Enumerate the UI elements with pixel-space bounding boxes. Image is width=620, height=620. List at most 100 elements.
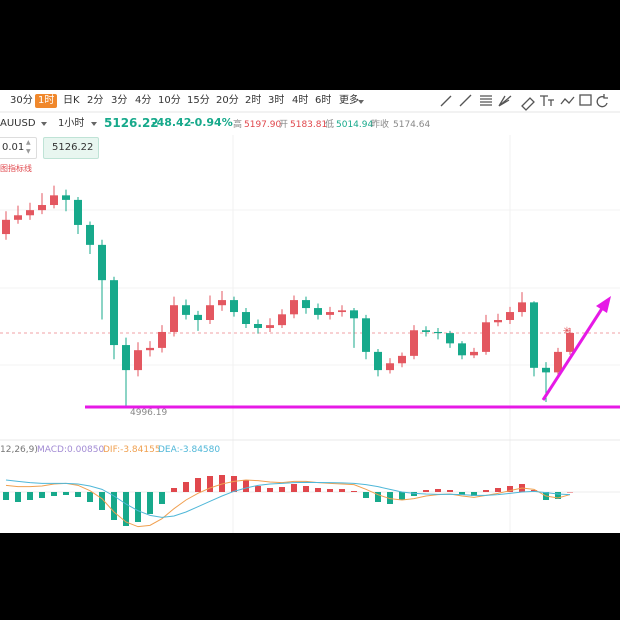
macd-bar: [15, 492, 21, 502]
candle-body: [110, 280, 118, 346]
macd-bar: [39, 492, 45, 498]
candle-body: [446, 333, 454, 344]
interval[interactable]: 10分: [158, 95, 181, 106]
interval[interactable]: 15分: [187, 95, 210, 106]
candle-body: [422, 330, 430, 332]
low-label: 4996.19: [130, 408, 167, 418]
stat-value: 5183.81: [290, 120, 328, 130]
macd-bar: [243, 480, 249, 492]
candle-body: [98, 244, 106, 281]
interval[interactable]: 20分: [216, 95, 239, 106]
candle-body: [362, 318, 370, 352]
dropdown-caret: [91, 122, 97, 126]
macd-bar: [339, 489, 345, 492]
spinner[interactable]: ▲ ▼: [26, 139, 31, 155]
macd-bar: [327, 489, 333, 492]
candle-body: [146, 347, 154, 351]
interval[interactable]: 3分: [111, 95, 128, 106]
candle-body: [482, 322, 490, 352]
marker: ✳: [563, 326, 571, 337]
candle-body: [2, 219, 10, 235]
interval[interactable]: 1时: [35, 94, 58, 108]
interval[interactable]: 2时: [245, 95, 262, 106]
candle-body: [434, 331, 442, 334]
price-value: 5126.22: [52, 142, 94, 153]
interval[interactable]: 4时: [292, 95, 309, 106]
macd-bar: [387, 492, 393, 504]
dea-label: DEA:-3.84580: [158, 445, 221, 455]
macd-bar: [303, 486, 309, 492]
candle-body: [542, 367, 550, 373]
dropdown-caret: [41, 122, 47, 126]
qty-value: 0.01: [2, 142, 25, 153]
macd-bar: [63, 492, 69, 495]
macd-bar: [375, 492, 381, 502]
stat-label: 高: [233, 120, 243, 130]
trading-panel: ✳ 4996.19 30分 1时 日K 2分 3分 4分 10分 15分 20分…: [0, 90, 620, 533]
candle-body: [326, 312, 334, 315]
candle-body: [302, 300, 310, 309]
macd-bar: [87, 492, 93, 502]
candle-body: [242, 312, 250, 324]
candle-body: [470, 351, 478, 356]
macd-bar: [459, 492, 465, 495]
candle-body: [206, 305, 214, 321]
interval[interactable]: 3时: [268, 95, 285, 106]
candle-body: [278, 314, 286, 326]
macd-bar: [75, 492, 81, 497]
stat-label: 昨收: [371, 120, 390, 130]
interval[interactable]: 日K: [63, 95, 80, 106]
macd-bar: [423, 490, 429, 492]
dif-label: DIF:-3.84155: [103, 445, 161, 455]
qty-input[interactable]: 0.01 ▲ ▼: [0, 137, 37, 159]
macd-bar: [507, 486, 513, 492]
interval-select[interactable]: 1小时: [58, 118, 85, 129]
candle-body: [134, 350, 142, 371]
macd-bar: [51, 492, 57, 496]
candle-body: [62, 195, 70, 200]
interval[interactable]: 30分: [10, 95, 33, 106]
macd-bar: [567, 491, 573, 493]
price-button[interactable]: 5126.22: [43, 137, 99, 159]
macd-bar: [435, 489, 441, 492]
interval[interactable]: 2分: [87, 95, 104, 106]
interval[interactable]: 4分: [135, 95, 152, 106]
macd-bar: [3, 492, 9, 500]
macd-bar: [135, 492, 141, 522]
stat-value: 5174.64: [393, 120, 431, 130]
macd-bar: [351, 491, 357, 492]
macd-bar: [195, 478, 201, 492]
candle-body: [266, 325, 274, 328]
candle-body: [554, 351, 562, 373]
candle-body: [158, 331, 166, 348]
dif-line: [5, 479, 571, 528]
macd-bar: [207, 476, 213, 492]
macd-bar: [183, 482, 189, 492]
interval[interactable]: 6时: [315, 95, 332, 106]
dea-line: [5, 479, 571, 518]
candle-body: [86, 224, 94, 245]
macd-bar: [99, 492, 105, 510]
more-button[interactable]: 更多: [339, 95, 359, 106]
macd-bar: [495, 488, 501, 492]
macd-bar: [399, 492, 405, 500]
indicator-hint[interactable]: 图指标线: [0, 164, 32, 173]
candle-body: [374, 351, 382, 371]
macd-bar: [231, 476, 237, 492]
candle-body: [350, 310, 358, 319]
candle-body: [458, 343, 466, 356]
trend-arrow: [541, 306, 605, 401]
candle-body: [566, 332, 574, 352]
candle-body: [338, 310, 346, 313]
candle-body: [74, 199, 82, 225]
macd-bar: [411, 492, 417, 496]
candle-body: [194, 314, 202, 321]
macd-bar: [111, 492, 117, 520]
macd-bar: [171, 488, 177, 492]
candle-body: [182, 305, 190, 315]
candle-body: [26, 210, 34, 216]
candle-body: [314, 308, 322, 315]
stat-label: 低: [325, 120, 335, 130]
symbol[interactable]: AUUSD: [0, 118, 36, 129]
